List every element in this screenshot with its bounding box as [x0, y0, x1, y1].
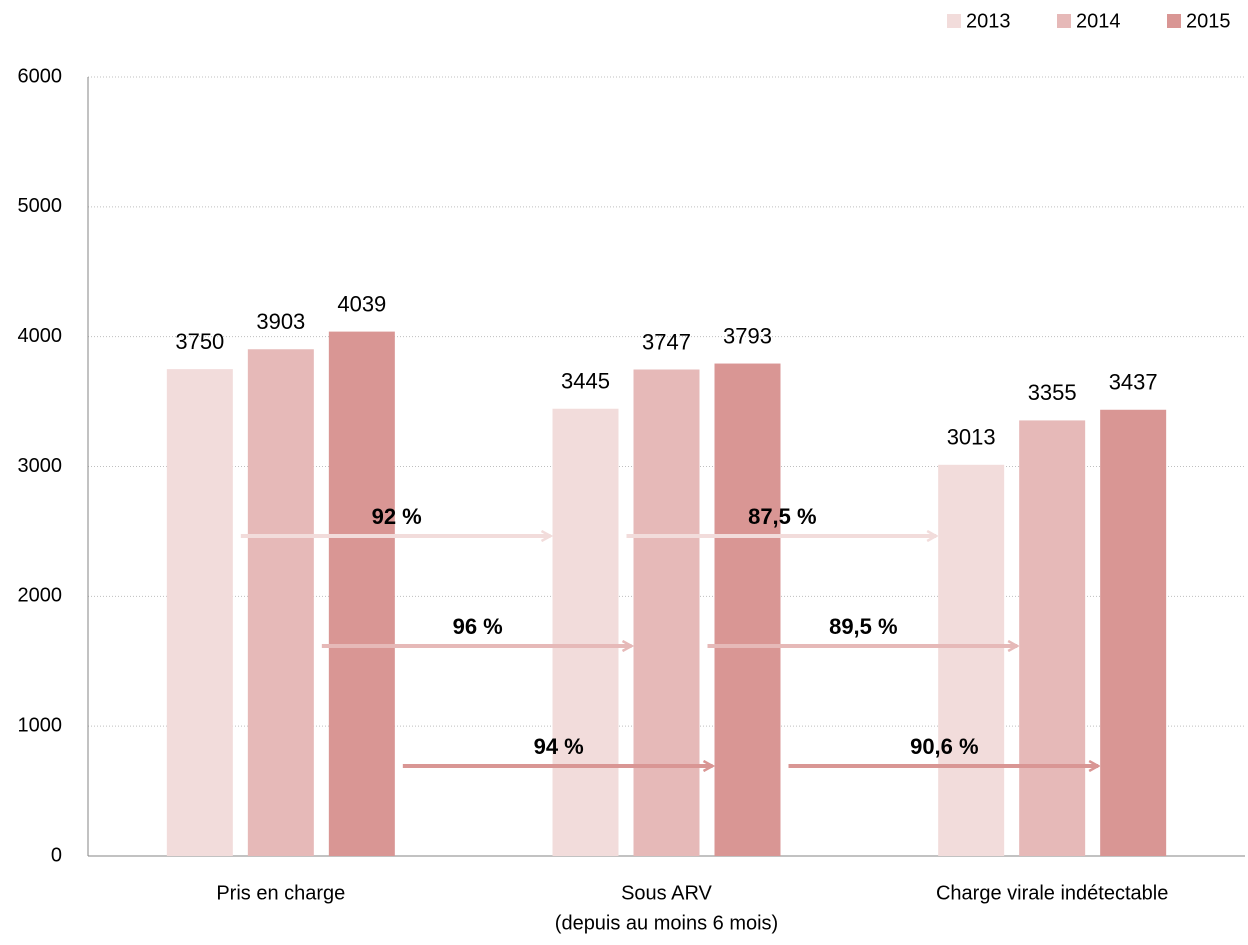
- bar: [938, 464, 1005, 856]
- bar: [1019, 420, 1086, 856]
- value-label: 3355: [1028, 380, 1077, 405]
- value-label: 3445: [561, 369, 610, 394]
- value-label: 3750: [175, 329, 224, 354]
- bar: [247, 349, 314, 856]
- bar: [166, 369, 233, 856]
- y-tick-label: 6000: [18, 65, 63, 87]
- y-tick-label: 4000: [18, 325, 63, 347]
- value-label: 3747: [642, 329, 691, 354]
- annotation: 90,6 %: [910, 734, 979, 759]
- value-label: 3793: [723, 323, 772, 348]
- bar: [714, 363, 781, 856]
- legend-label: 2013: [966, 10, 1011, 32]
- annotation: 89,5 %: [829, 614, 898, 639]
- legend-label: 2015: [1186, 10, 1231, 32]
- annotation: 92 %: [372, 504, 422, 529]
- annotation: 94 %: [534, 734, 584, 759]
- y-tick-label: 2000: [18, 585, 63, 607]
- x-tick-label: Charge virale indétectable: [936, 882, 1168, 904]
- annotation: 96 %: [453, 614, 503, 639]
- legend-swatch: [1167, 14, 1181, 28]
- annotation: 87,5 %: [748, 504, 817, 529]
- bar: [328, 331, 395, 857]
- x-tick-label: Sous ARV: [621, 882, 712, 904]
- value-label: 4039: [337, 291, 386, 316]
- legend-label: 2014: [1076, 10, 1121, 32]
- value-label: 3013: [947, 425, 996, 450]
- x-tick-label: Pris en charge: [216, 882, 345, 904]
- y-tick-label: 5000: [18, 195, 63, 217]
- legend-swatch: [947, 14, 961, 28]
- legend-swatch: [1057, 14, 1071, 28]
- bar: [1100, 409, 1167, 856]
- y-tick-label: 3000: [18, 455, 63, 477]
- bar: [633, 369, 700, 856]
- x-tick-label: (depuis au moins 6 mois): [555, 912, 778, 934]
- value-label: 3903: [256, 309, 305, 334]
- y-tick-label: 1000: [18, 714, 63, 736]
- y-tick-label: 0: [51, 844, 62, 866]
- bar: [552, 408, 619, 856]
- value-label: 3437: [1109, 370, 1158, 395]
